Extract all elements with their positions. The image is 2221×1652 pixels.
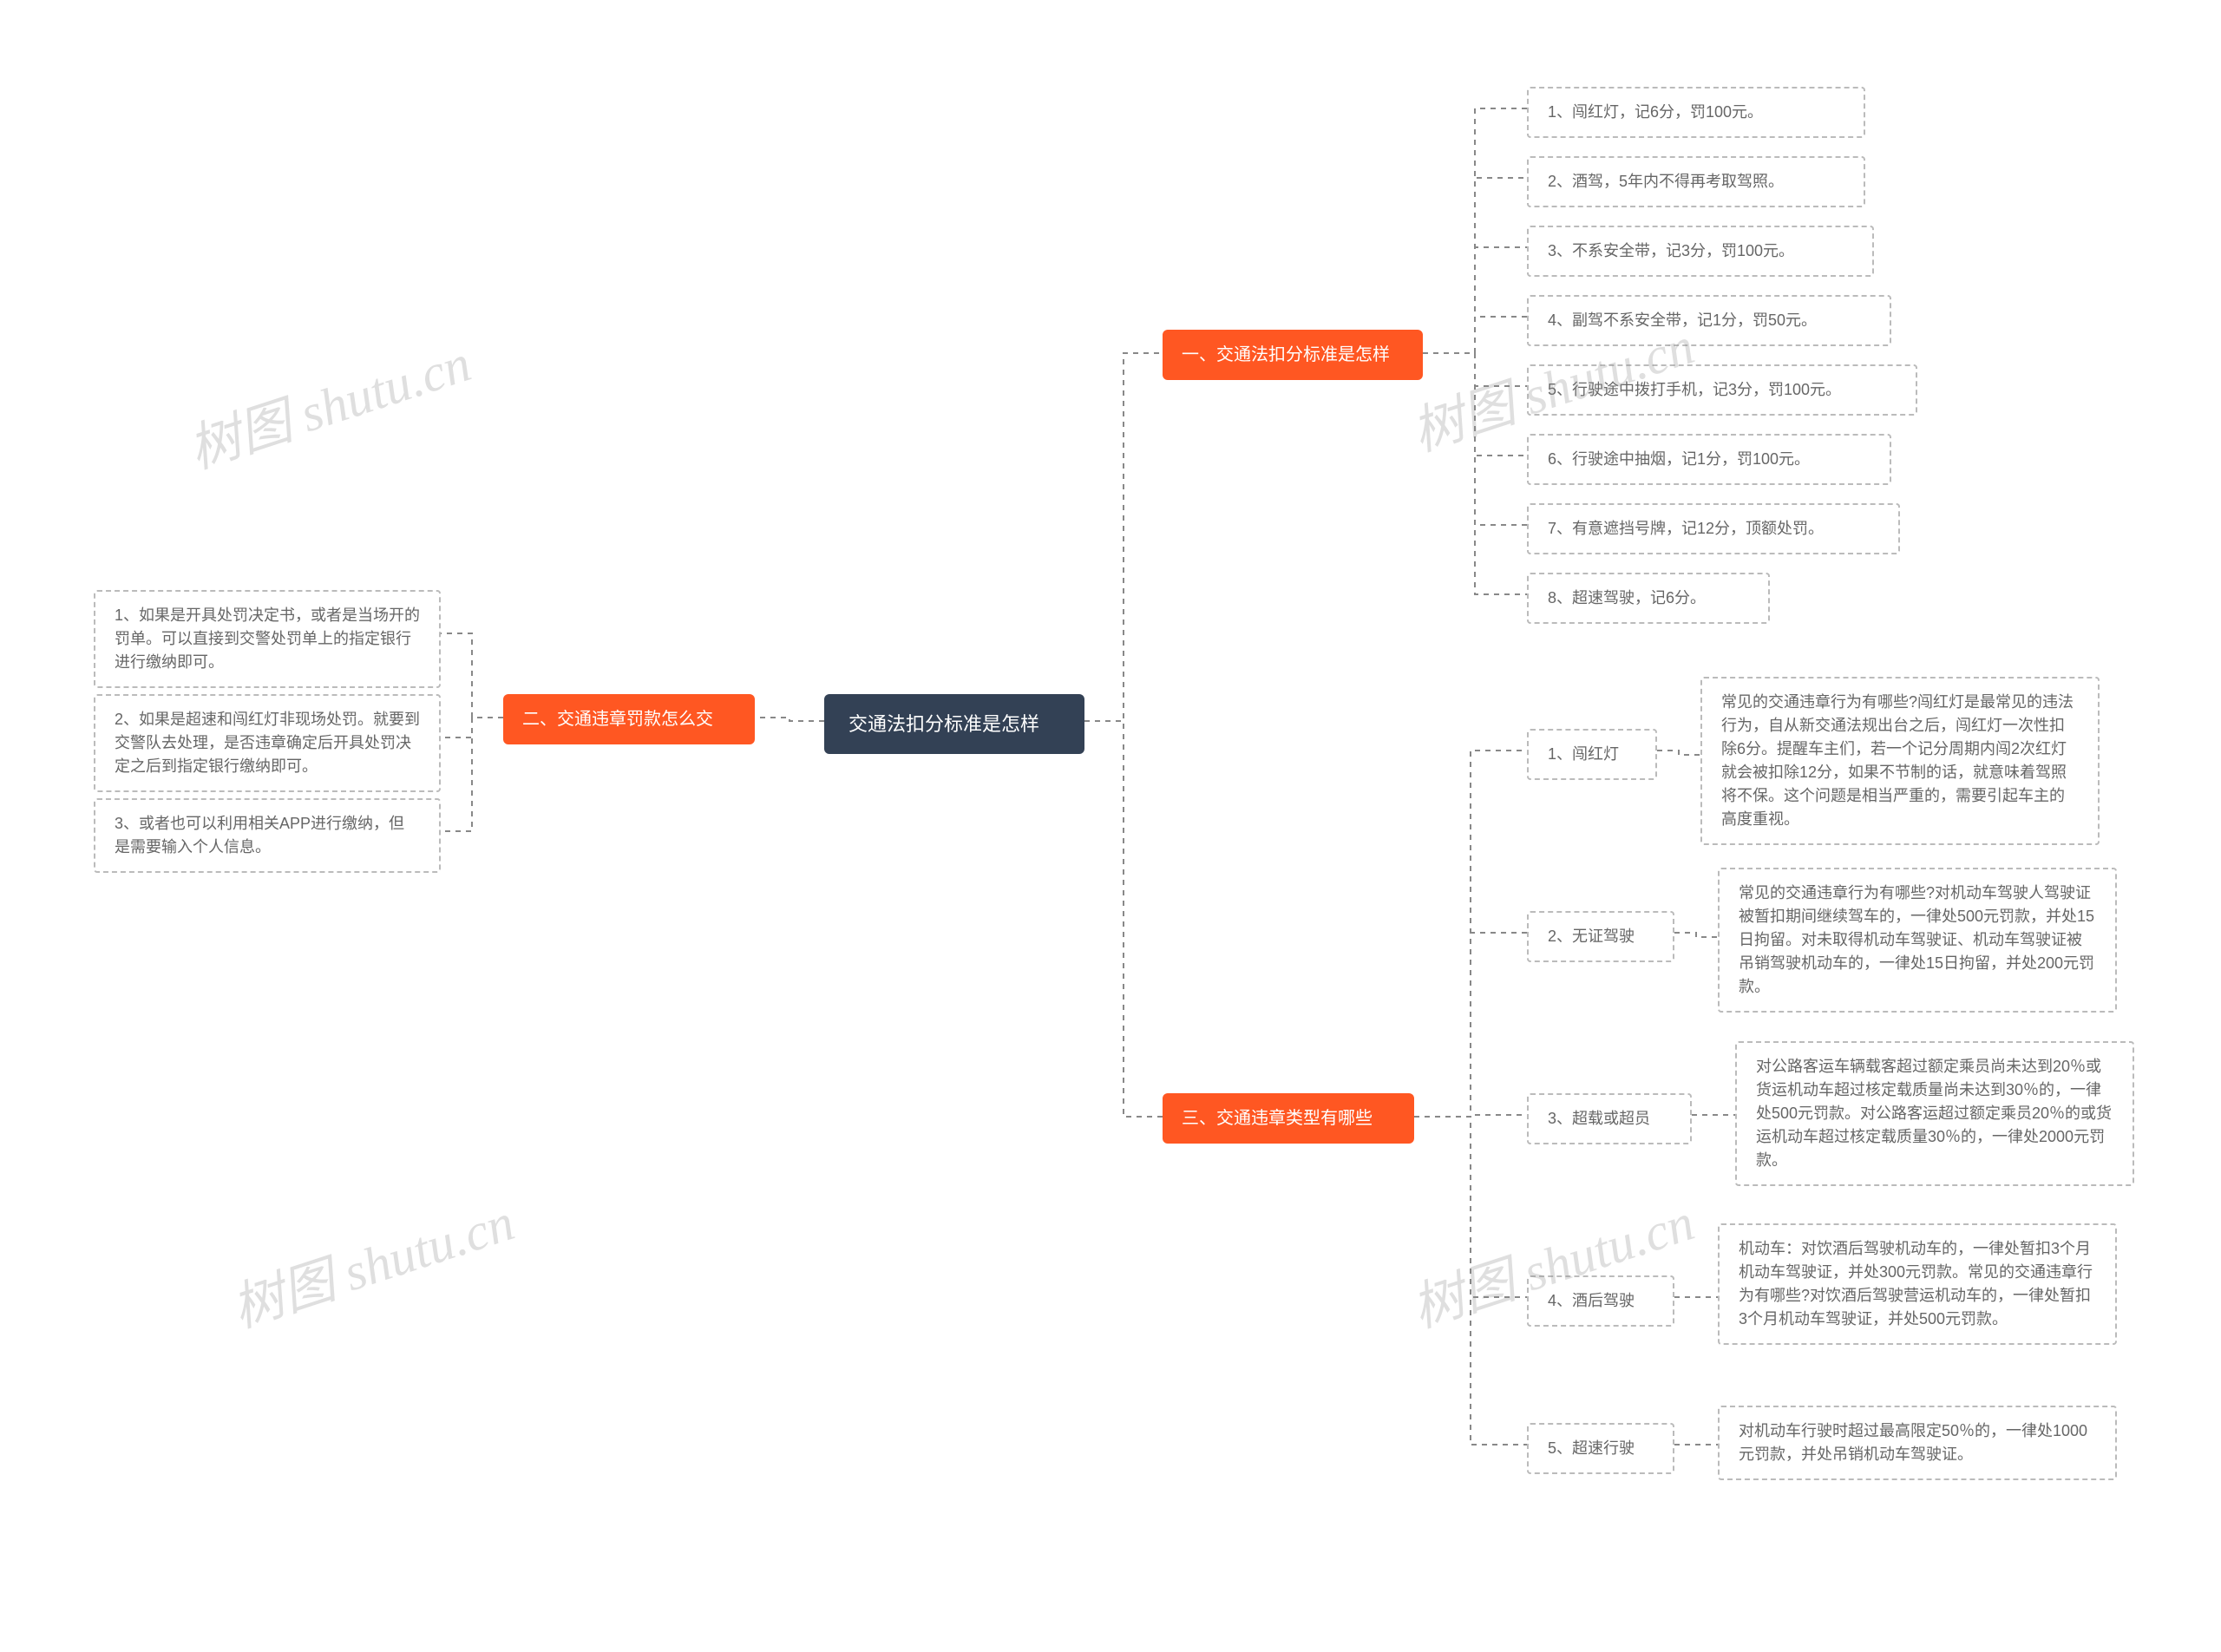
sub-label-2-2: 3、超载或超员: [1527, 1093, 1692, 1144]
branch-node-2: 三、交通违章类型有哪些: [1163, 1093, 1414, 1144]
leaf-node-1-2: 3、或者也可以利用相关APP进行缴纳，但是需要输入个人信息。: [94, 798, 441, 873]
leaf-node-1-1: 2、如果是超速和闯红灯非现场处罚。就要到交警队去处理，是否违章确定后开具处罚决定…: [94, 694, 441, 792]
leaf-node-0-0: 1、闯红灯，记6分，罚100元。: [1527, 87, 1865, 138]
branch-node-0: 一、交通法扣分标准是怎样: [1163, 330, 1423, 380]
leaf-node-1-0: 1、如果是开具处罚决定书，或者是当场开的罚单。可以直接到交警处罚单上的指定银行进…: [94, 590, 441, 688]
leaf-node-0-5: 6、行驶途中抽烟，记1分，罚100元。: [1527, 434, 1891, 485]
leaf-node-0-3: 4、副驾不系安全带，记1分，罚50元。: [1527, 295, 1891, 346]
sub-label-2-1: 2、无证驾驶: [1527, 911, 1674, 962]
leaf-node-0-1: 2、酒驾，5年内不得再考取驾照。: [1527, 156, 1865, 207]
sub-label-2-4: 5、超速行驶: [1527, 1423, 1674, 1474]
watermark: 树图 shutu.cn: [221, 1180, 522, 1342]
sub-detail-2-0: 常见的交通违章行为有哪些?闯红灯是最常见的违法行为，自从新交通法规出台之后，闯红…: [1700, 677, 2100, 845]
leaf-node-0-2: 3、不系安全带，记3分，罚100元。: [1527, 226, 1874, 277]
sub-label-2-3: 4、酒后驾驶: [1527, 1275, 1674, 1327]
root-node: 交通法扣分标准是怎样: [824, 694, 1084, 754]
leaf-node-0-4: 5、行驶途中拨打手机，记3分，罚100元。: [1527, 364, 1917, 416]
leaf-node-0-7: 8、超速驾驶，记6分。: [1527, 573, 1770, 624]
branch-node-1: 二、交通违章罚款怎么交: [503, 694, 755, 744]
sub-detail-2-2: 对公路客运车辆载客超过额定乘员尚未达到20％或货运机动车超过核定载质量尚未达到3…: [1735, 1041, 2134, 1186]
sub-detail-2-1: 常见的交通违章行为有哪些?对机动车驾驶人驾驶证被暂扣期间继续驾车的，一律处500…: [1718, 868, 2117, 1013]
sub-detail-2-3: 机动车：对饮酒后驾驶机动车的，一律处暂扣3个月机动车驾驶证，并处300元罚款。常…: [1718, 1223, 2117, 1345]
watermark: 树图 shutu.cn: [178, 321, 479, 483]
sub-label-2-0: 1、闯红灯: [1527, 729, 1657, 780]
sub-detail-2-4: 对机动车行驶时超过最高限定50％的，一律处1000元罚款，并处吊销机动车驾驶证。: [1718, 1406, 2117, 1480]
leaf-node-0-6: 7、有意遮挡号牌，记12分，顶额处罚。: [1527, 503, 1900, 554]
